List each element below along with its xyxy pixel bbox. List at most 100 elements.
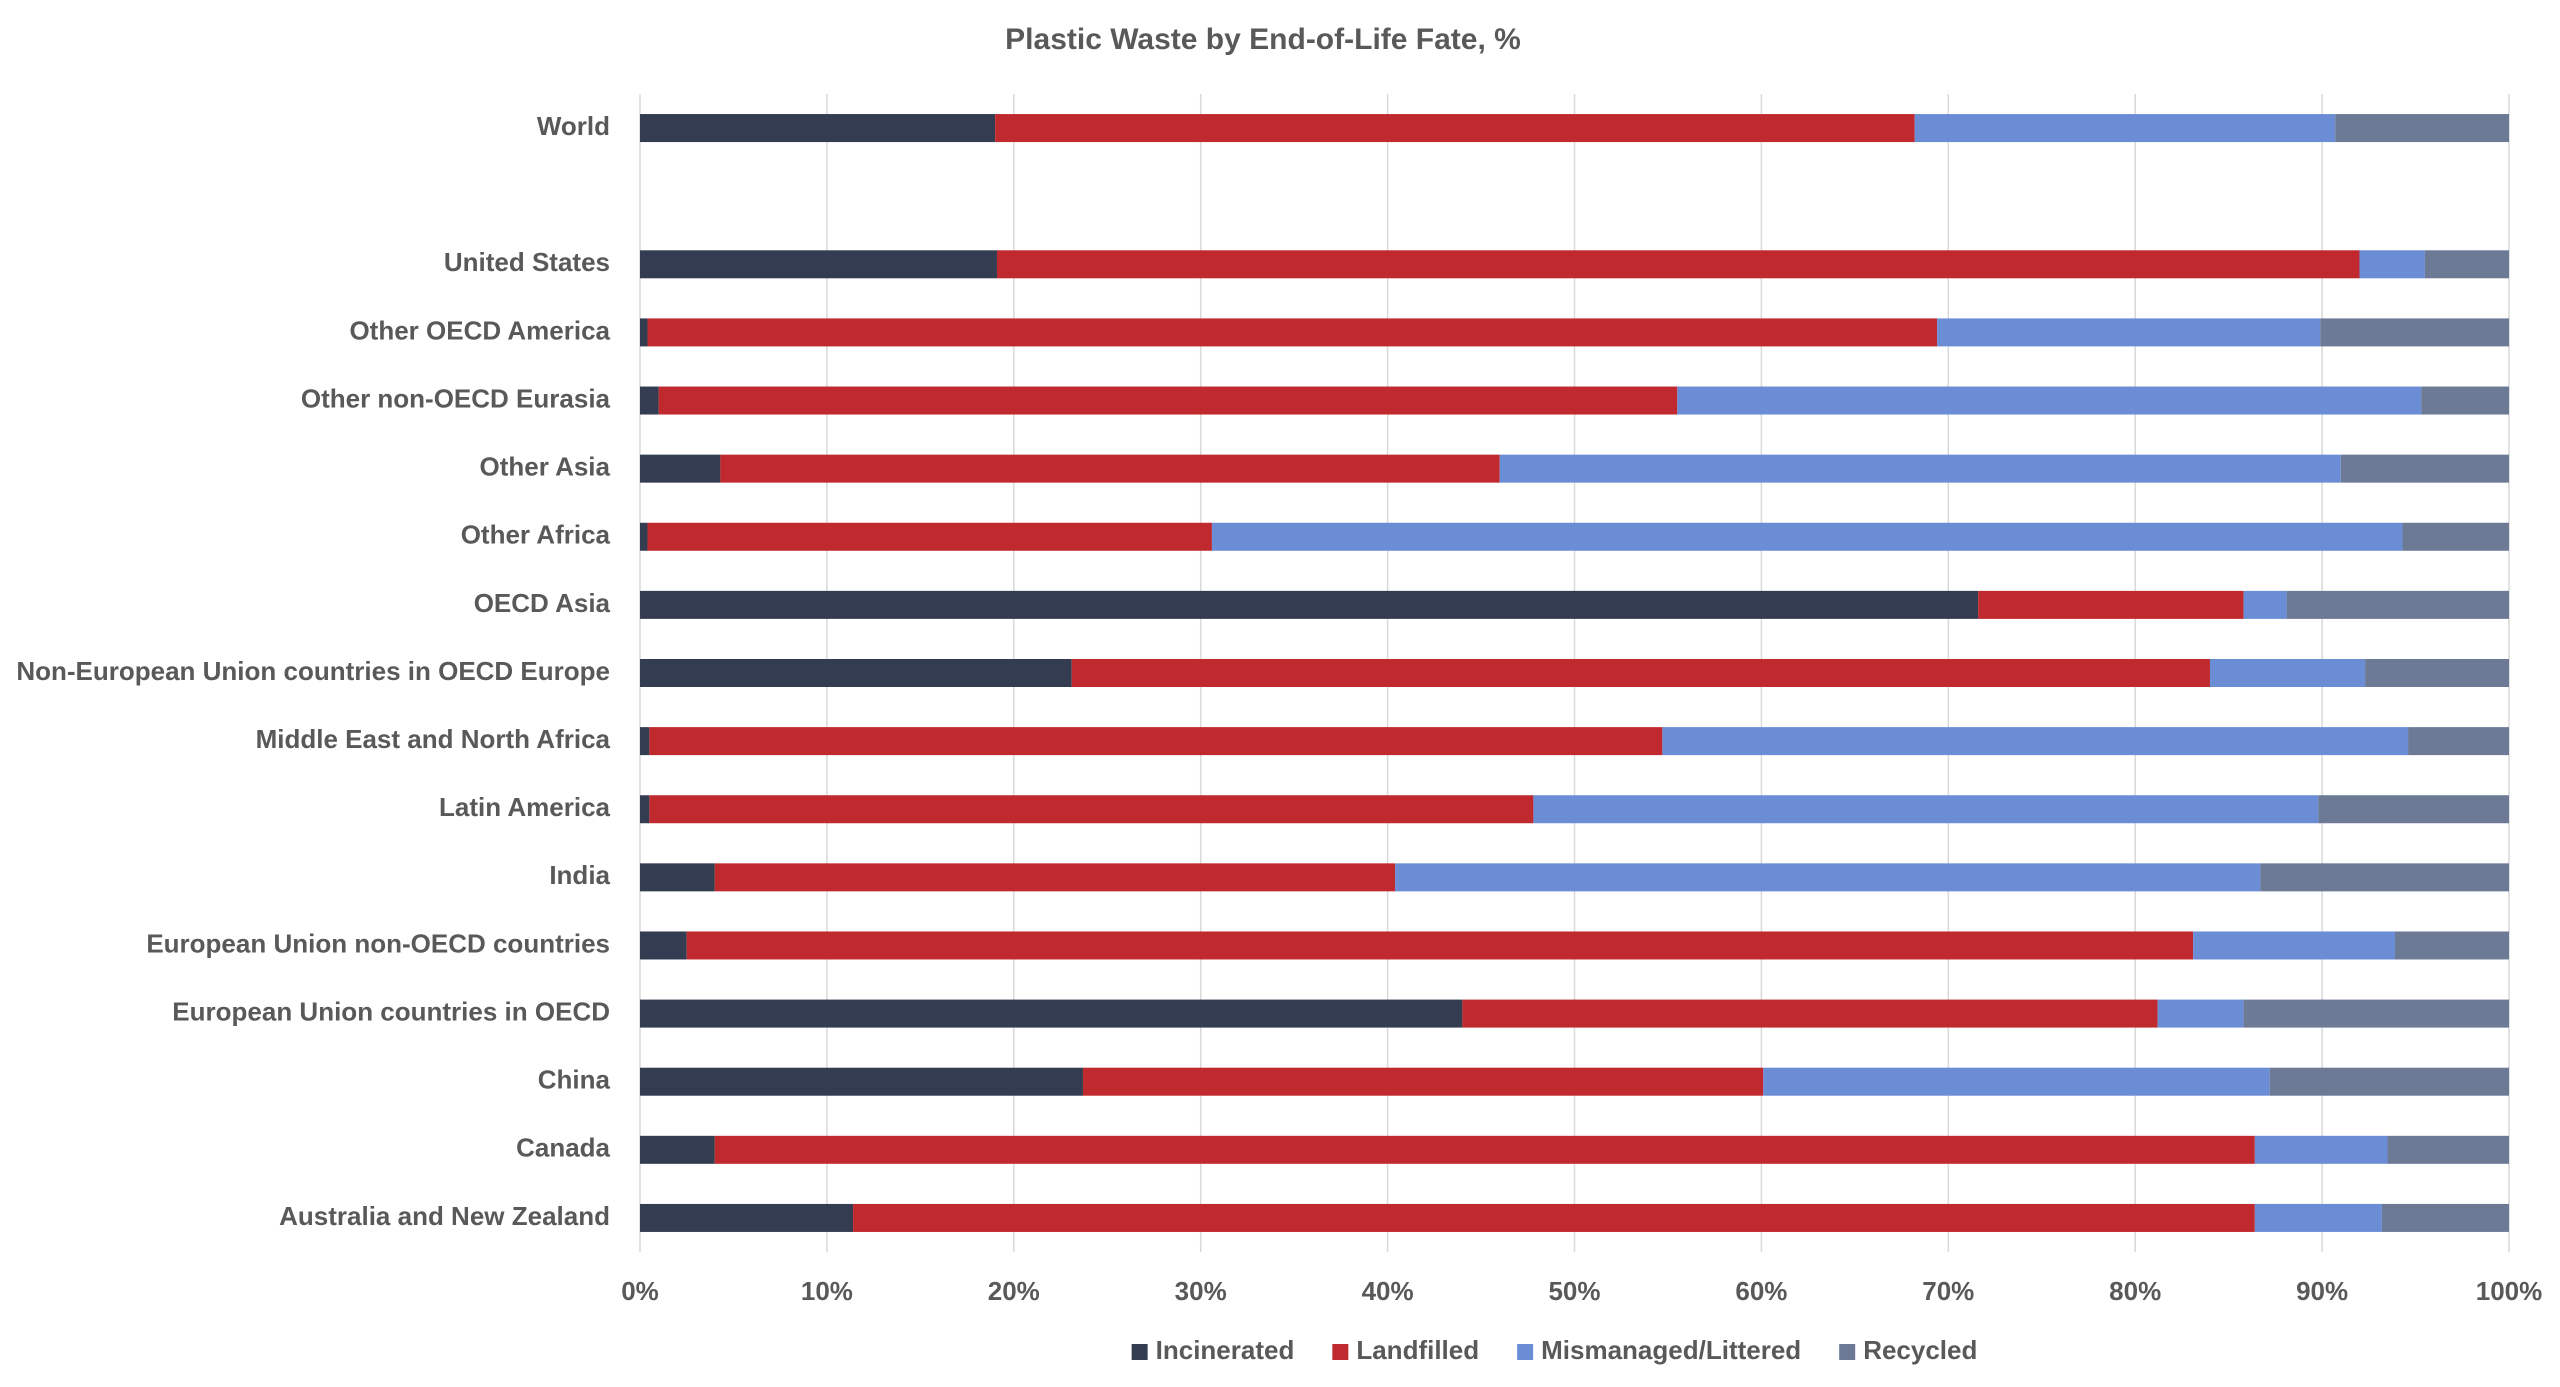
x-tick-label: 10% (801, 1276, 853, 1306)
bar-segment (2157, 999, 2244, 1028)
bar-segment (640, 1135, 715, 1164)
bar-segment (1763, 1067, 2270, 1096)
x-tick-label: 100% (2476, 1276, 2543, 1306)
bar-segment (1677, 386, 2422, 415)
bar-segment (647, 522, 1212, 551)
bar-segment (640, 931, 687, 960)
legend-label: Recycled (1863, 1335, 1977, 1365)
bar-segment (649, 795, 1534, 824)
y-tick-label: Other Asia (479, 452, 610, 482)
y-tick-label: Other OECD America (349, 315, 610, 345)
chart-title: Plastic Waste by End-of-Life Fate, % (1005, 23, 1521, 56)
bar-segment (640, 659, 1072, 687)
bar-segment (720, 454, 1500, 483)
bar-segment (2320, 318, 2509, 347)
bar-segment (853, 1203, 2255, 1232)
bar-segment (640, 590, 1979, 619)
y-tick-label: Middle East and North Africa (256, 724, 611, 754)
bar-segment (1462, 999, 2158, 1028)
y-tick-label: Other Africa (461, 520, 611, 550)
bar-segment (714, 1135, 2255, 1164)
x-tick-label: 70% (1922, 1276, 1974, 1306)
bar-segment (640, 1203, 854, 1232)
y-tick-label: World (537, 111, 610, 141)
bar-segment (2209, 659, 2366, 687)
bar-segment (640, 318, 648, 347)
legend-swatch (1131, 1344, 1148, 1360)
bar-segment (640, 250, 997, 279)
bar-segment (686, 931, 2194, 960)
bar-segment (1533, 795, 2319, 824)
y-tick-label: European Union countries in OECD (172, 996, 610, 1026)
bar-segment (2424, 250, 2509, 279)
bar-segment (2359, 250, 2425, 279)
bar-segment (2402, 522, 2509, 551)
bar-segment (1395, 863, 2261, 892)
bar-segment (640, 999, 1463, 1028)
y-tick-label: Non-European Union countries in OECD Eur… (16, 656, 610, 686)
x-tick-label: 30% (1175, 1276, 1227, 1306)
bar-segment (1662, 727, 2409, 756)
bar-segment (2193, 931, 2395, 960)
legend-label: Landfilled (1356, 1335, 1479, 1365)
bar-segment (1071, 659, 2210, 687)
x-tick-label: 0% (621, 1276, 659, 1306)
bar-segment (649, 727, 1663, 756)
bar-segment (2387, 1135, 2509, 1164)
legend: Incinerated Landfilled Mismanaged/Littered… (1131, 1335, 1977, 1365)
bar-segment (2340, 454, 2509, 483)
y-tick-label: European Union non-OECD countries (146, 928, 610, 958)
bar-segment (2260, 863, 2509, 892)
bar-segment (1082, 1067, 1764, 1096)
bar-segment (2408, 727, 2509, 756)
bar-segment (2365, 659, 2509, 687)
bar-segment (2243, 999, 2509, 1028)
x-tick-label: 20% (988, 1276, 1040, 1306)
bar-segment (2254, 1203, 2382, 1232)
x-tick-label: 50% (1548, 1276, 1600, 1306)
legend-label: Incinerated (1156, 1335, 1295, 1365)
bar-segment (658, 386, 1678, 415)
bar-segment (1914, 114, 2336, 143)
bar-segment (1978, 590, 2244, 619)
y-tick-label: Other non-OECD Eurasia (301, 383, 611, 413)
bar-segment (640, 795, 650, 824)
bar-segment (640, 863, 715, 892)
y-tick-label: India (549, 860, 610, 890)
bar-segment (640, 386, 659, 415)
x-tick-label: 80% (2109, 1276, 2161, 1306)
bar-segment (995, 114, 1915, 143)
bar-segment (2286, 590, 2509, 619)
bar-segment (996, 250, 2360, 279)
bar-segment (640, 727, 650, 756)
legend-swatch (1517, 1344, 1534, 1360)
x-tick-label: 90% (2296, 1276, 2348, 1306)
bar-segment (2335, 114, 2509, 143)
y-tick-label: Canada (516, 1133, 610, 1163)
legend-swatch (1332, 1344, 1349, 1360)
bar-segment (640, 1067, 1083, 1096)
bar-segment (2243, 590, 2287, 619)
bar-segment (714, 863, 1396, 892)
y-tick-label: China (538, 1065, 611, 1095)
bar-segment (2254, 1135, 2388, 1164)
x-tick-label: 60% (1735, 1276, 1787, 1306)
y-tick-label: OECD Asia (474, 588, 611, 618)
bar-segment (1499, 454, 2341, 483)
y-tick-label: Australia and New Zealand (279, 1201, 610, 1231)
bar-segment (640, 522, 648, 551)
bar-segment (1937, 318, 2321, 347)
legend-label: Mismanaged/Littered (1541, 1335, 1801, 1365)
legend-swatch (1839, 1344, 1856, 1360)
bar-segment (2394, 931, 2509, 960)
y-tick-label: United States (444, 247, 610, 277)
bar-segment (640, 454, 721, 483)
bar-segment (2421, 386, 2509, 415)
bar-segment (640, 114, 996, 143)
bar-segment (647, 318, 1938, 347)
bar-segment (2269, 1067, 2509, 1096)
x-tick-label: 40% (1362, 1276, 1414, 1306)
y-tick-label: Latin America (439, 792, 611, 822)
